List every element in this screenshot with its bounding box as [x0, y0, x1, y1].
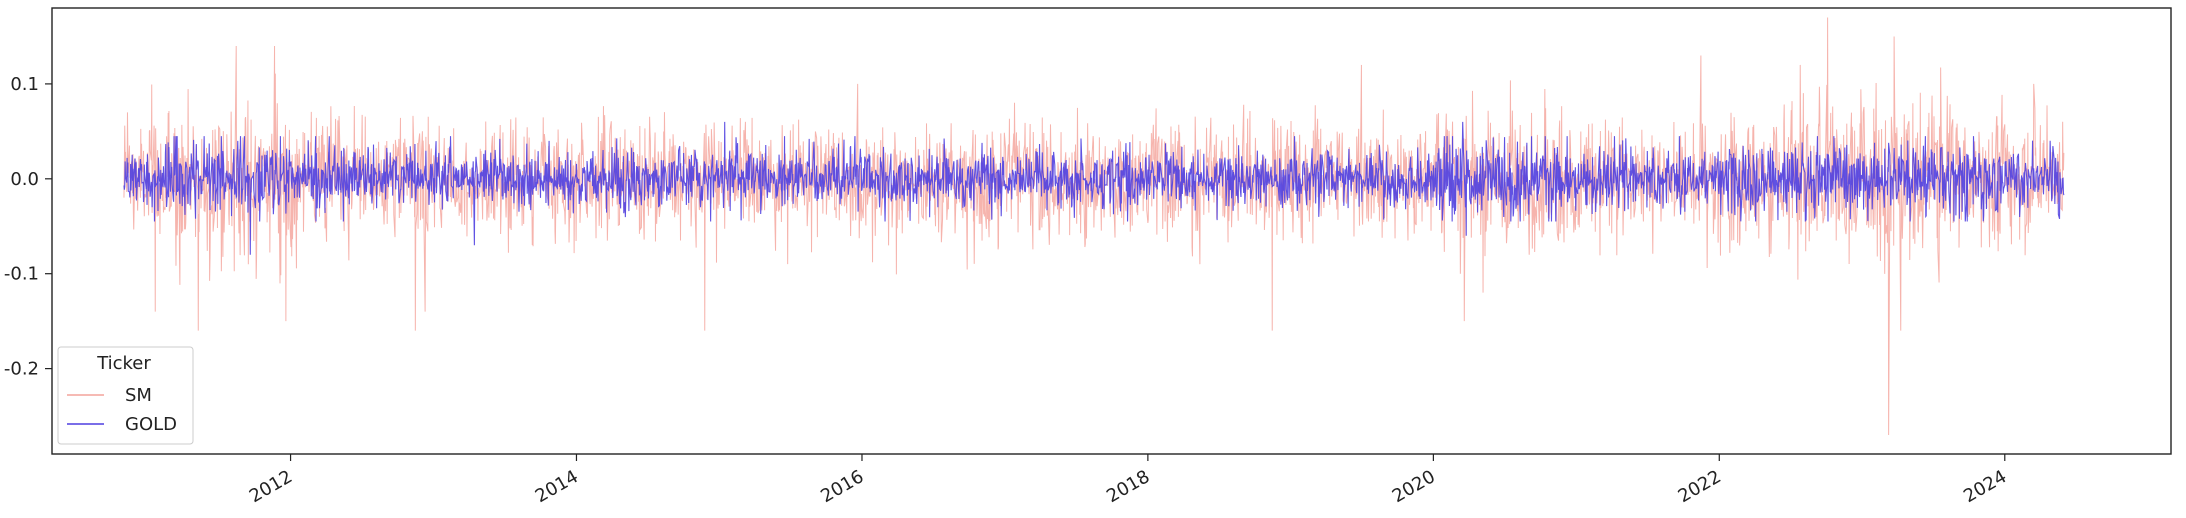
- x-axis: 2012 2014 2016 2018 2020 2022 2024: [246, 454, 2010, 507]
- legend-box: [57, 346, 194, 445]
- legend-label-sm: SM: [125, 385, 152, 406]
- x-tick-label-2018: 2018: [1103, 466, 1153, 507]
- plot-frame: [51, 7, 2172, 455]
- legend: Ticker SM GOLD: [57, 346, 194, 445]
- y-tick-label-1: 0.0: [10, 169, 39, 190]
- y-tick-label-3: -0.2: [4, 359, 39, 380]
- x-tick-label-2024: 2024: [1960, 466, 2010, 507]
- legend-label-gold: GOLD: [125, 414, 177, 435]
- series-line-gold: [123, 121, 2065, 255]
- y-tick-label-0: 0.1: [10, 74, 39, 95]
- y-tick-label-2: -0.1: [4, 264, 39, 285]
- x-tick-label-2020: 2020: [1389, 466, 1439, 507]
- x-tick-label-2016: 2016: [817, 466, 867, 507]
- x-tick-label-2022: 2022: [1675, 466, 1725, 507]
- x-tick-label-2012: 2012: [246, 466, 296, 507]
- legend-title: Ticker: [96, 353, 151, 374]
- x-tick-label-2014: 2014: [532, 466, 582, 507]
- series-layer: [123, 17, 2065, 436]
- series-line-sm: [123, 17, 2065, 436]
- y-axis: 0.1 0.0 -0.1 -0.2: [4, 74, 52, 380]
